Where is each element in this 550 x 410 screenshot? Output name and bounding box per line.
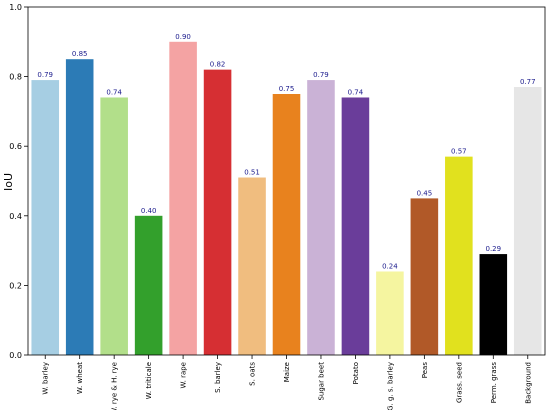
plot-frame <box>27 6 546 356</box>
value-label: 0.57 <box>451 148 467 156</box>
value-label: 0.77 <box>520 78 536 86</box>
value-label: 0.79 <box>37 71 53 79</box>
value-label: 0.24 <box>382 262 398 270</box>
value-label: 0.79 <box>313 71 329 79</box>
category-label: Maize <box>283 362 291 382</box>
category-label: W. wheat <box>76 362 84 394</box>
category-label: S. oats <box>249 362 257 386</box>
category-label: W. rye & H. rye <box>111 362 119 410</box>
y-tick-label: 0.2 <box>9 281 22 290</box>
value-label: 0.29 <box>486 245 502 253</box>
value-label: 0.82 <box>210 61 226 69</box>
category-label: Peas <box>421 362 429 379</box>
bar-11 <box>376 271 404 355</box>
value-label: 0.75 <box>279 85 295 93</box>
value-label: 0.74 <box>106 88 122 96</box>
bar-1 <box>31 80 60 355</box>
category-label: Grass. seed <box>455 362 463 403</box>
bar-9 <box>307 80 335 355</box>
value-label: 0.40 <box>141 207 157 215</box>
y-tick-label: 0.0 <box>9 351 22 360</box>
y-tick-label: 0.4 <box>9 212 22 221</box>
category-label: Background <box>524 362 532 404</box>
category-label: W. barley <box>42 362 50 395</box>
bar-3 <box>100 97 128 355</box>
value-label: 0.45 <box>417 189 433 197</box>
bar-4 <box>134 215 163 355</box>
value-labels-group: 0.79 0.85 0.74 0.40 0.90 0.82 0.51 0.75 0.79 0.74… <box>37 33 535 271</box>
y-tick-label: 0.8 <box>9 73 22 82</box>
category-label: G. g. s. barley <box>386 362 394 410</box>
bar-6 <box>203 69 232 355</box>
category-label: Potato <box>352 362 360 384</box>
bar-5 <box>169 41 197 356</box>
value-label: 0.90 <box>175 33 191 41</box>
y-axis-title: IoU <box>2 173 15 191</box>
bar-13 <box>445 156 473 355</box>
bar-10 <box>341 97 370 355</box>
y-tick-label: 0.6 <box>9 142 22 151</box>
category-label: W. triticale <box>145 362 153 399</box>
bar-15 <box>513 87 542 355</box>
category-label: S. barley <box>214 362 222 393</box>
bar-2 <box>65 59 94 355</box>
bar-12 <box>410 198 439 355</box>
value-label: 0.51 <box>244 169 260 177</box>
bars-group <box>31 41 542 356</box>
category-label: Sugar beet <box>317 362 325 401</box>
value-label: 0.85 <box>72 50 88 58</box>
category-label: W. rape <box>180 362 188 389</box>
value-label: 0.74 <box>348 88 364 96</box>
y-axis-ticks: 0.0 0.2 0.4 0.6 0.8 1.0 <box>9 3 28 360</box>
bar-14 <box>479 254 508 355</box>
bar-8 <box>272 94 301 355</box>
category-labels-group: W. barley W. wheat W. rye & H. rye W. triti… <box>42 355 532 410</box>
category-label: Perm. grass <box>490 362 498 404</box>
y-tick-label: 1.0 <box>9 3 22 12</box>
bar-7 <box>238 177 266 355</box>
